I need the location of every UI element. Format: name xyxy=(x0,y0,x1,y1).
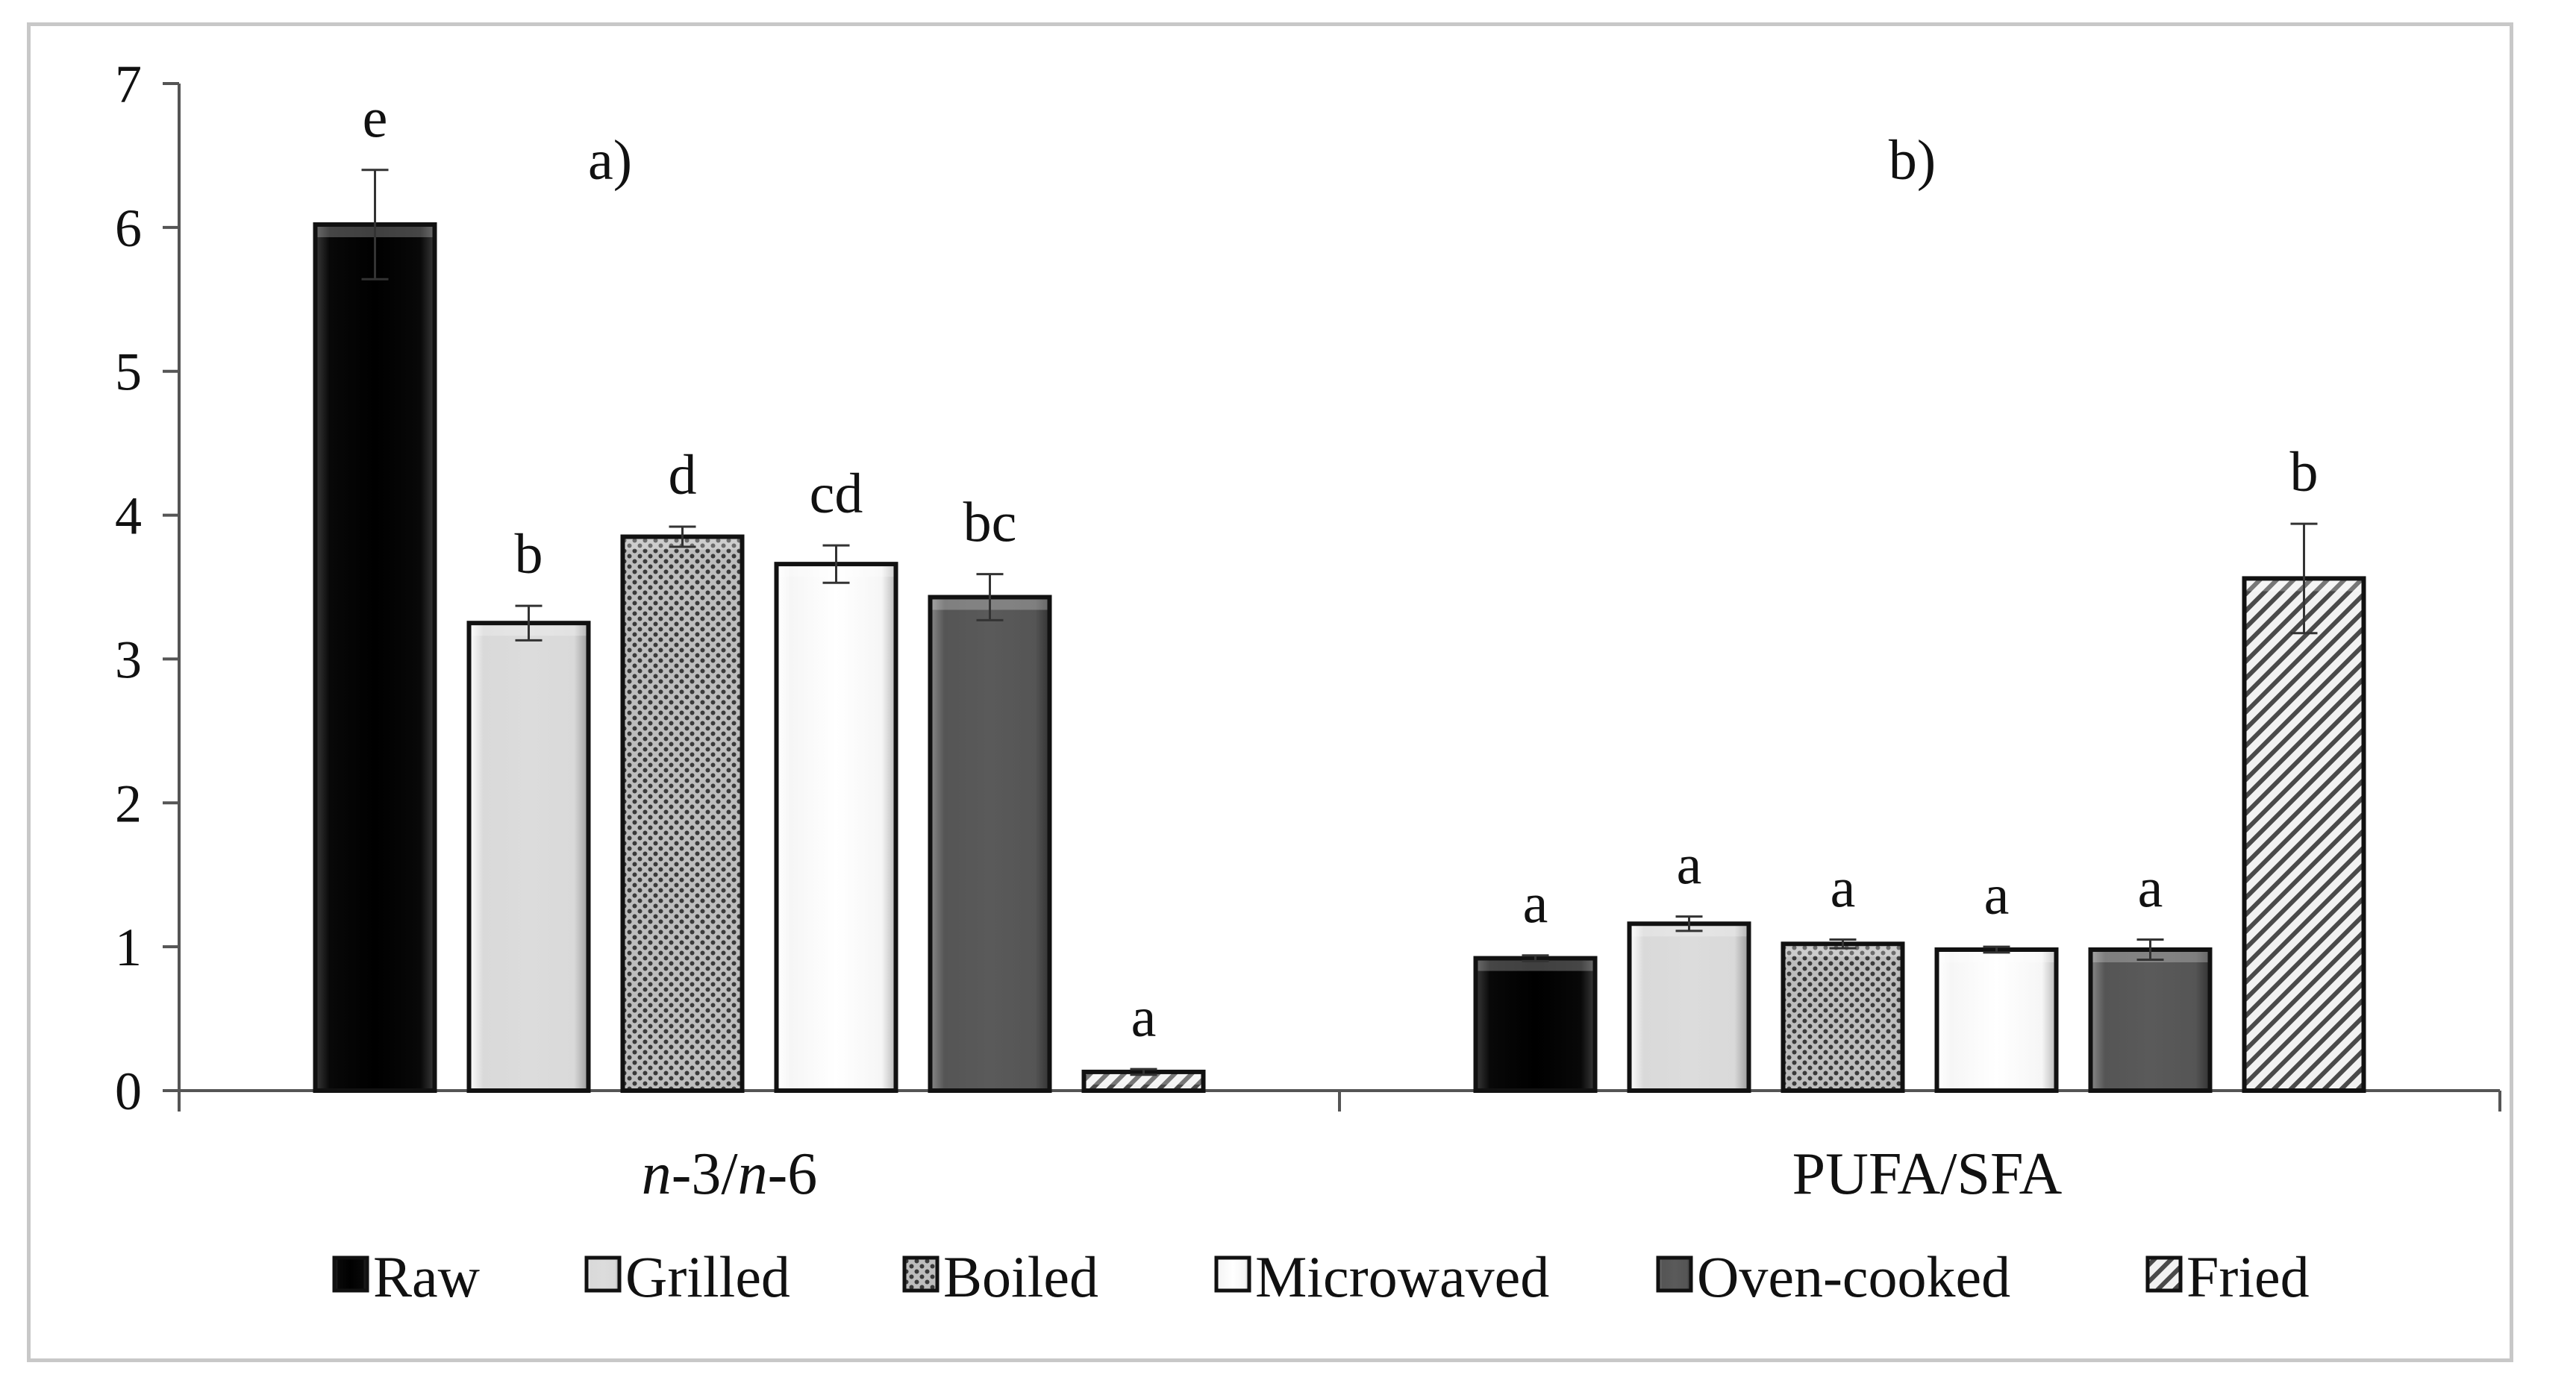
significance-letter: e xyxy=(363,87,388,150)
significance-letter: b xyxy=(2290,441,2319,504)
legend-swatch-oven-cooked xyxy=(1656,1255,1693,1293)
significance-letter: b xyxy=(515,523,543,586)
significance-letter: a xyxy=(1131,986,1157,1049)
category-label: PUFA/SFA xyxy=(1792,1141,2063,1207)
legend-label-raw: Raw xyxy=(373,1244,480,1309)
y-tick-label: 2 xyxy=(115,774,142,833)
significance-letter: d xyxy=(669,444,697,507)
panel-label: a) xyxy=(588,129,632,192)
bar-grilled-n3n6 xyxy=(466,621,591,1093)
significance-letter: a xyxy=(1523,873,1548,935)
significance-letter: a xyxy=(1831,857,1856,920)
legend-swatch-microwaved xyxy=(1214,1255,1251,1293)
y-tick-label: 5 xyxy=(115,342,142,402)
bar-bevel xyxy=(1939,952,2054,962)
bar-raw-n3n6 xyxy=(313,222,437,1093)
legend-label-fried: Fried xyxy=(2186,1244,2310,1309)
legend-label-microwaved: Microwaved xyxy=(1255,1244,1549,1309)
legend-label-oven-cooked: Oven-cooked xyxy=(1697,1244,2010,1309)
y-tick-label: 0 xyxy=(115,1062,142,1121)
y-tick-label: 7 xyxy=(115,54,142,114)
panel-label: b) xyxy=(1889,129,1936,192)
bar-oven-cooked-pufa-sfa xyxy=(2088,947,2213,1093)
bar-microwaved-pufa-sfa xyxy=(1934,947,2059,1093)
y-tick-label: 3 xyxy=(115,630,142,689)
bar-bevel xyxy=(1086,1073,1201,1085)
y-tick-label: 4 xyxy=(115,486,142,546)
legend-swatch-raw xyxy=(332,1255,369,1293)
category-label-part: n xyxy=(738,1141,768,1207)
bar-microwaved-n3n6 xyxy=(774,562,898,1093)
bar-boiled-pufa-sfa xyxy=(1781,941,1905,1094)
legend-swatch-grilled xyxy=(584,1255,622,1293)
category-label-part: n xyxy=(642,1141,672,1207)
legend-label-grilled: Grilled xyxy=(625,1244,790,1309)
chart-frame xyxy=(27,22,2513,1362)
significance-letter: a xyxy=(1677,834,1702,897)
category-label-part: PUFA/SFA xyxy=(1792,1141,2063,1207)
legend-label-boiled: Boiled xyxy=(943,1244,1098,1309)
bars xyxy=(313,169,2366,1094)
bar-bevel xyxy=(1478,960,1593,971)
bar-fried-pufa-sfa xyxy=(2242,576,2366,1093)
legend-swatch-fried xyxy=(2145,1255,2183,1293)
bar-raw-pufa-sfa xyxy=(1473,956,1598,1093)
category-label: n-3/n-6 xyxy=(642,1141,818,1207)
category-label-part: -6 xyxy=(768,1141,818,1207)
legend: Raw Grilled Boiled Microwaved Oven-cooked Fri… xyxy=(332,1244,2310,1309)
bar-grilled-pufa-sfa xyxy=(1627,921,1751,1094)
y-tick-label: 6 xyxy=(115,198,142,258)
significance-letter: bc xyxy=(963,492,1017,554)
significance-letter: cd xyxy=(810,463,863,525)
significance-letter: a xyxy=(2138,857,2163,920)
category-label-part: -3/ xyxy=(672,1141,739,1207)
y-tick-label: 1 xyxy=(115,918,142,977)
legend-swatch-boiled xyxy=(902,1255,940,1293)
bar-boiled-n3n6 xyxy=(620,534,745,1093)
bar-bevel xyxy=(1785,946,1901,957)
bar-oven-cooked-n3n6 xyxy=(928,595,1052,1093)
significance-letter: a xyxy=(1984,864,2010,927)
